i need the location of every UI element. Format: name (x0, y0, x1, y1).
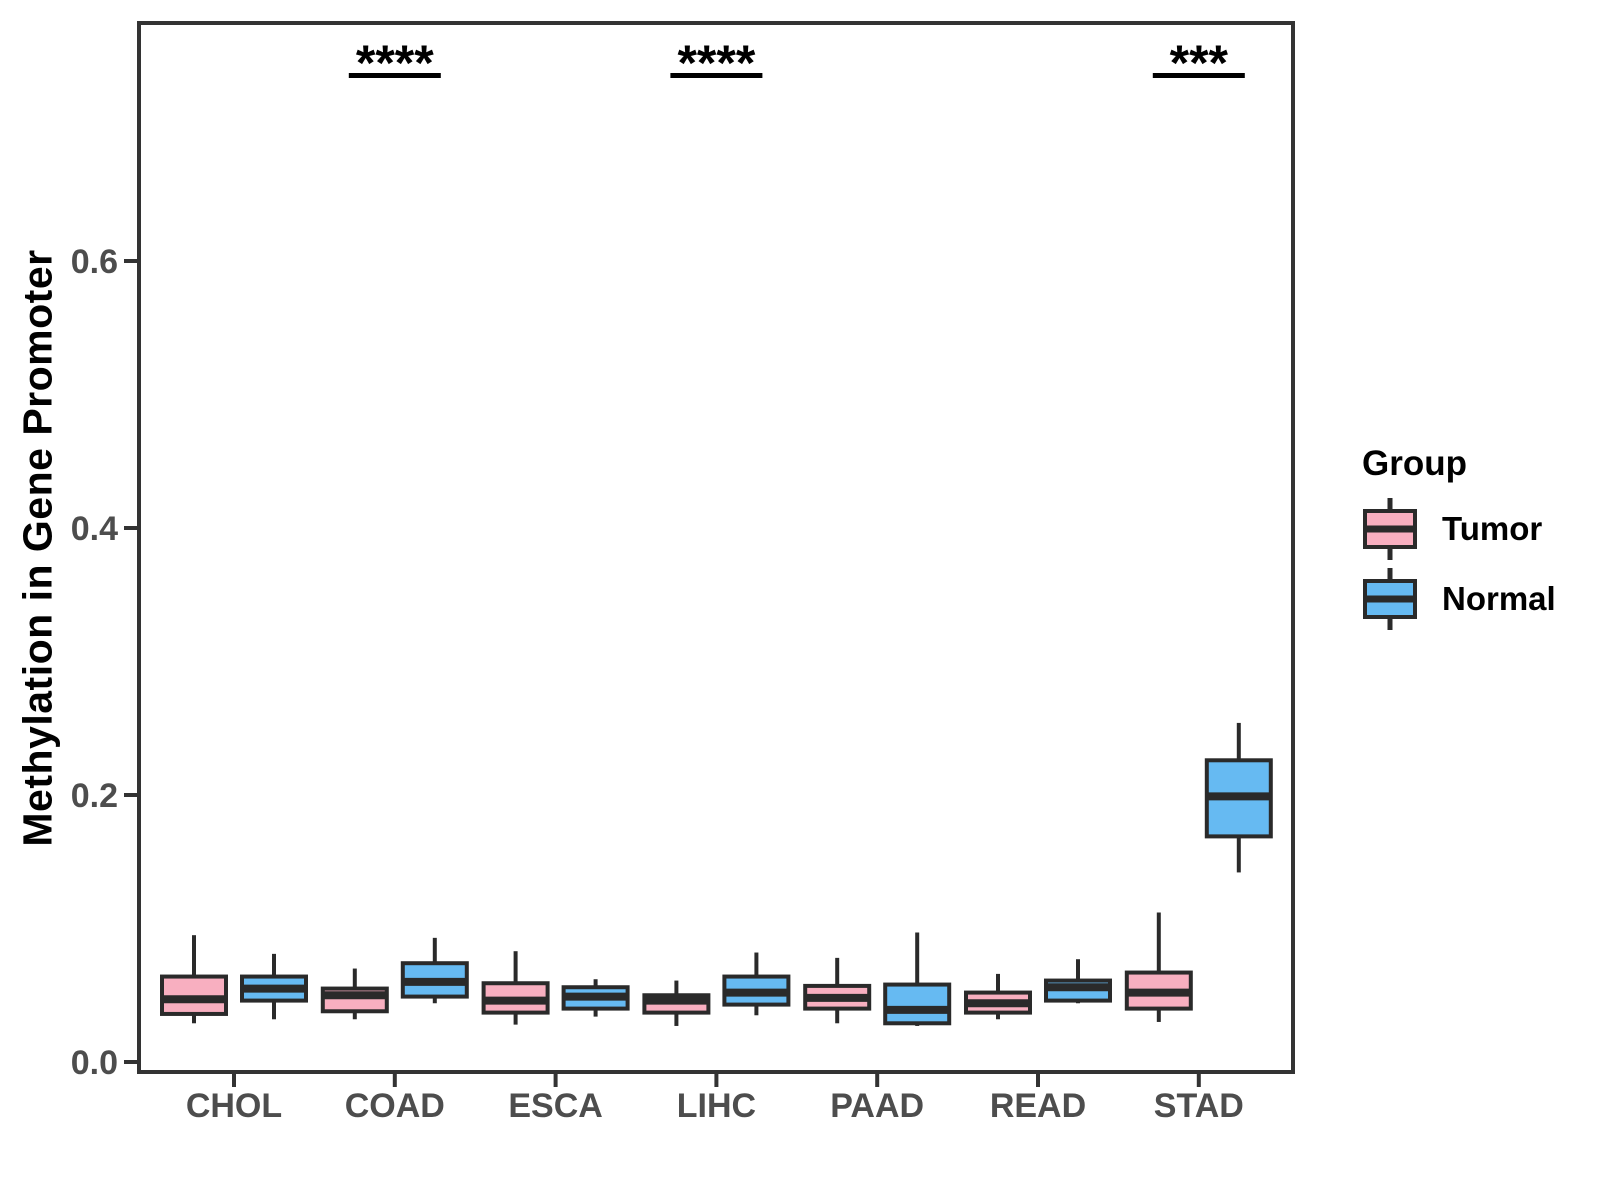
y-tick-label: 0.2 (71, 777, 118, 815)
x-tick-label-stad: STAD (1154, 1087, 1244, 1125)
panel-border (137, 21, 1295, 1074)
y-axis-title: Methylation in Gene Promoter (14, 249, 61, 847)
significance-bar-coad (348, 73, 441, 78)
y-tick-label: 0.6 (71, 243, 118, 281)
legend-label-tumor: Tumor (1442, 510, 1543, 547)
y-tick-label: 0.4 (71, 510, 118, 548)
legend-item-tumor: Tumor (1362, 498, 1556, 560)
x-tick-label-lihc: LIHC (677, 1087, 756, 1125)
significance-bar-stad (1152, 73, 1245, 78)
boxplot-paad-normal-box (883, 982, 952, 1026)
significance-bar-lihc (670, 73, 763, 78)
x-tick-label-coad: COAD (345, 1087, 445, 1125)
normal-boxplot-key-icon (1363, 568, 1417, 630)
significance-stars-lihc: **** (677, 35, 755, 91)
x-tick-label-read: READ (990, 1087, 1086, 1125)
legend: Group Tumor Normal (1362, 444, 1556, 638)
y-tick-label: 0.0 (71, 1044, 118, 1082)
tumor-boxplot-key-icon (1363, 498, 1417, 560)
legend-title: Group (1362, 444, 1467, 483)
x-tick-label-esca: ESCA (508, 1087, 602, 1125)
boxplot-chol-tumor-box (160, 974, 228, 1016)
legend-label-normal: Normal (1442, 580, 1556, 617)
significance-stars-coad: **** (356, 35, 434, 91)
significance-stars-stad: *** (1170, 35, 1229, 91)
legend-item-normal: Normal (1362, 568, 1556, 630)
x-tick-label-chol: CHOL (186, 1087, 282, 1125)
x-tick-label-paad: PAAD (830, 1087, 924, 1125)
